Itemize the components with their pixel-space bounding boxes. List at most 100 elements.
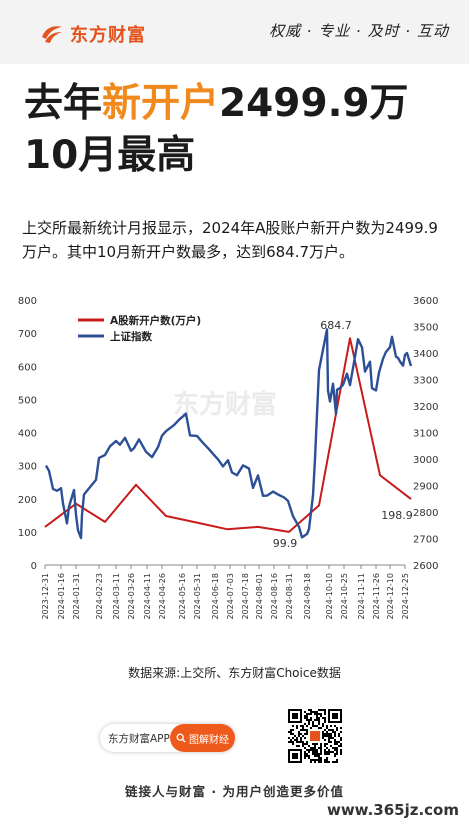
x-tick-label: 2024-08-31 <box>285 573 294 620</box>
top-bar: 东方财富 权威 · 专业 · 及时 · 互动 <box>0 0 469 64</box>
qr-module <box>320 745 322 747</box>
qr-module <box>324 761 326 763</box>
qr-module <box>304 733 306 735</box>
x-tick-label: 2024-05-31 <box>193 573 202 620</box>
qr-module <box>306 725 308 727</box>
headline-part2: 2499.9万 <box>219 81 409 126</box>
qr-module <box>324 709 326 711</box>
qr-module <box>328 753 330 755</box>
x-tick-label: 2024-12-10 <box>386 573 395 620</box>
x-tick-label: 2024-07-03 <box>226 573 235 620</box>
qr-module <box>296 745 298 747</box>
qr-module <box>332 731 334 733</box>
qr-code <box>286 707 344 765</box>
qr-module <box>314 753 316 755</box>
qr-module <box>326 757 328 759</box>
qr-module <box>340 745 342 747</box>
qr-module <box>318 709 320 711</box>
qr-module <box>330 733 332 735</box>
qr-module <box>292 737 294 739</box>
qr-module <box>302 745 304 747</box>
qr-module <box>294 739 296 741</box>
qr-module <box>310 731 320 741</box>
qr-module <box>318 713 320 715</box>
app-button[interactable]: 图解财经 <box>170 724 235 752</box>
qr-module <box>296 737 298 739</box>
qr-module <box>292 743 294 745</box>
qr-module <box>334 755 336 757</box>
qr-module <box>326 747 328 749</box>
qr-module <box>332 737 334 739</box>
qr-module <box>302 735 304 737</box>
qr-module <box>318 719 320 721</box>
y-right-tick-label: 2700 <box>413 535 438 546</box>
qr-module <box>322 723 324 725</box>
qr-module <box>292 733 294 735</box>
qr-module <box>298 741 300 743</box>
app-button-label: 图解财经 <box>189 734 229 746</box>
qr-module <box>338 733 340 735</box>
y-right-tick-label: 3500 <box>413 323 438 334</box>
qr-module <box>308 755 310 757</box>
x-tick-label: 2024-05-16 <box>178 573 187 620</box>
x-tick-label: 2024-09-18 <box>303 573 312 620</box>
y-right-tick-label: 2900 <box>413 482 438 493</box>
app-badge[interactable]: 东方财富APP 图解财经 <box>100 724 235 752</box>
brand-slogan: 权威 · 专业 · 及时 · 互动 <box>269 22 449 40</box>
legend-label: 上证指数 <box>110 330 152 343</box>
qr-module <box>314 713 316 715</box>
qr-module <box>292 753 298 759</box>
y-right-tick-label: 3300 <box>413 376 438 387</box>
qr-module <box>290 729 292 731</box>
qr-module <box>324 711 326 713</box>
qr-module <box>312 711 314 713</box>
chart-watermark: 东方财富 <box>173 389 277 420</box>
search-icon <box>176 733 186 743</box>
qr-module <box>290 731 292 733</box>
x-tick-label: 2024-01-16 <box>57 573 66 620</box>
qr-module <box>324 721 326 723</box>
qr-module <box>328 751 330 753</box>
qr-module <box>324 733 326 735</box>
qr-module <box>294 735 296 737</box>
brand-logo-text: 东方财富 <box>70 25 146 46</box>
qr-module <box>334 725 336 727</box>
qr-module <box>308 719 310 721</box>
qr-module <box>314 747 316 749</box>
qr-module <box>320 709 322 711</box>
x-tick-label: 2024-03-26 <box>127 573 136 620</box>
qr-module <box>310 713 312 715</box>
y-left-tick-label: 700 <box>18 329 37 340</box>
x-tick-label: 2024-04-26 <box>158 573 167 620</box>
qr-module <box>334 743 336 745</box>
qr-module <box>300 737 302 739</box>
qr-module <box>302 727 304 729</box>
qr-module <box>340 739 342 741</box>
qr-module <box>306 753 308 755</box>
qr-module <box>318 747 320 749</box>
qr-module <box>336 729 338 731</box>
qr-module <box>304 755 306 757</box>
qr-module <box>328 741 330 743</box>
qr-module <box>336 751 338 753</box>
qr-module <box>330 735 332 737</box>
qr-module <box>340 753 342 755</box>
qr-module <box>308 709 310 711</box>
qr-module <box>314 719 316 721</box>
x-tick-label: 2024-11-26 <box>372 573 381 620</box>
qr-module <box>328 761 330 763</box>
qr-module <box>322 735 324 737</box>
qr-module <box>314 751 316 753</box>
x-tick-label: 2024-03-11 <box>112 573 121 620</box>
qr-module <box>304 753 306 755</box>
qr-module <box>296 741 298 743</box>
qr-module <box>320 761 322 763</box>
qr-module <box>314 745 316 747</box>
qr-module <box>306 719 308 721</box>
qr-module <box>310 761 312 763</box>
qr-module <box>338 735 340 737</box>
qr-module <box>306 713 308 715</box>
qr-module <box>312 751 314 753</box>
qr-module <box>290 733 292 735</box>
qr-module <box>336 743 338 745</box>
